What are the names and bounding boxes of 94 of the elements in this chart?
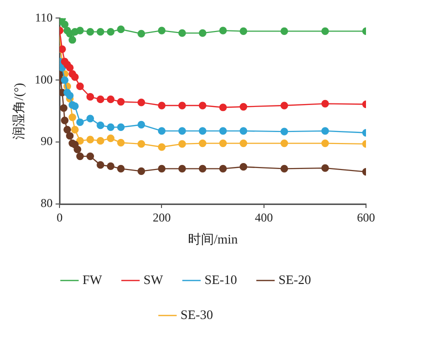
point xyxy=(198,127,206,135)
point xyxy=(117,164,125,172)
point xyxy=(68,113,76,122)
point xyxy=(138,120,146,129)
point xyxy=(76,152,84,160)
point xyxy=(96,137,104,145)
point xyxy=(86,114,94,122)
y-axis-title: 润湿角/(°) xyxy=(11,82,26,140)
point xyxy=(60,104,68,112)
legend-label: SW xyxy=(144,272,164,287)
point xyxy=(280,102,288,110)
x-axis-title: 时间/min xyxy=(188,232,238,247)
point xyxy=(60,76,69,84)
point xyxy=(321,140,329,148)
point xyxy=(138,140,146,148)
point xyxy=(158,143,166,151)
point xyxy=(76,82,84,90)
y-tick-label: 80 xyxy=(40,196,53,210)
point xyxy=(96,161,104,169)
point xyxy=(280,164,288,172)
point xyxy=(280,128,288,136)
point xyxy=(66,64,74,72)
point xyxy=(86,28,94,36)
point xyxy=(321,164,329,172)
point xyxy=(198,140,206,148)
point xyxy=(219,127,227,135)
point xyxy=(158,26,166,34)
point xyxy=(219,26,227,34)
point xyxy=(198,164,206,172)
x-tick-label: 600 xyxy=(357,210,375,224)
legend-label: SE-10 xyxy=(204,272,237,287)
point xyxy=(198,29,206,37)
point xyxy=(106,123,114,132)
point xyxy=(240,102,248,111)
point xyxy=(74,146,82,154)
point xyxy=(117,26,125,34)
legend-label: SE-20 xyxy=(278,272,311,287)
point xyxy=(63,126,72,134)
y-tick-label: 90 xyxy=(40,134,53,148)
point xyxy=(60,20,69,28)
point xyxy=(66,92,74,100)
point xyxy=(158,164,166,172)
point xyxy=(96,122,104,130)
point xyxy=(219,140,227,148)
point xyxy=(158,102,166,110)
point xyxy=(117,138,125,146)
point xyxy=(96,28,104,36)
point xyxy=(138,167,146,175)
legend-label: SE-30 xyxy=(180,306,213,322)
point xyxy=(158,127,166,135)
point xyxy=(240,140,248,148)
point xyxy=(219,104,227,112)
point xyxy=(106,134,114,142)
point xyxy=(96,96,104,104)
point xyxy=(280,140,288,148)
point xyxy=(117,98,125,106)
point xyxy=(86,93,94,101)
point xyxy=(321,127,329,135)
point xyxy=(106,162,114,170)
y-tick-label: 100 xyxy=(34,72,53,86)
point xyxy=(240,163,248,171)
point xyxy=(86,136,94,144)
point xyxy=(178,140,186,148)
point xyxy=(106,96,114,104)
point xyxy=(71,126,79,134)
point xyxy=(86,152,94,160)
point xyxy=(66,132,74,140)
point xyxy=(240,127,248,135)
point xyxy=(178,29,186,37)
x-tick-label: 400 xyxy=(254,210,273,224)
point xyxy=(321,27,329,36)
point xyxy=(219,164,227,172)
point xyxy=(178,164,186,172)
point xyxy=(198,102,206,110)
point xyxy=(60,116,69,124)
point xyxy=(138,30,146,38)
point xyxy=(76,26,84,34)
point xyxy=(71,73,79,81)
point xyxy=(240,27,248,36)
point xyxy=(71,102,79,110)
point xyxy=(76,137,84,145)
point xyxy=(68,36,76,44)
legend-label: FW xyxy=(82,272,103,287)
x-tick-label: 200 xyxy=(152,210,171,224)
point xyxy=(321,100,329,108)
point xyxy=(117,123,125,132)
point xyxy=(138,98,146,106)
x-tick-label: 0 xyxy=(56,210,63,224)
point xyxy=(76,118,84,126)
y-tick-label: 110 xyxy=(35,10,53,24)
point xyxy=(178,127,186,135)
point xyxy=(178,102,186,110)
point xyxy=(280,27,288,36)
point xyxy=(106,28,114,36)
